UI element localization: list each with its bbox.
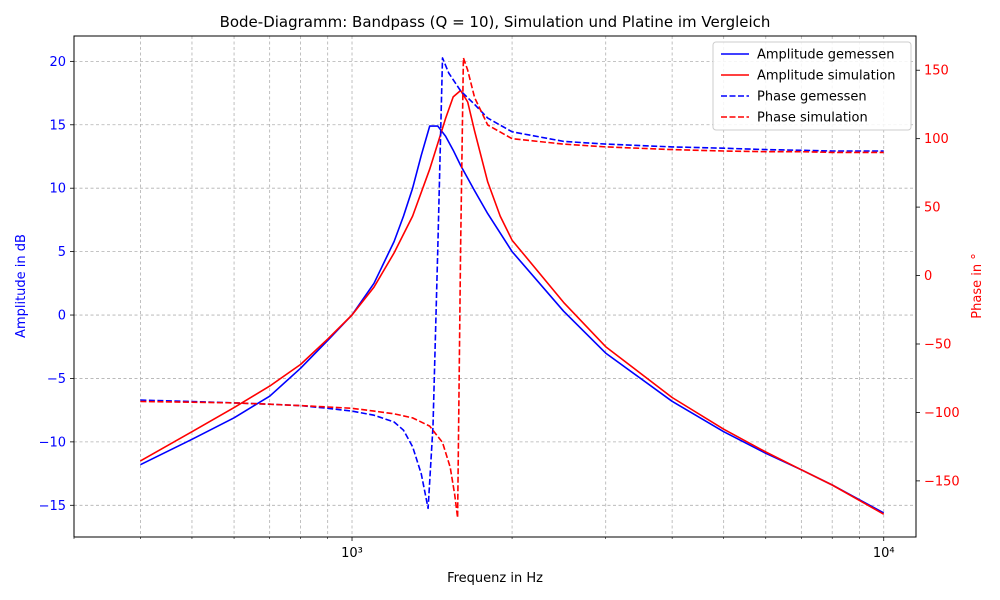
right-y-tick-label: 50 <box>924 201 941 216</box>
right-y-tick-label: 150 <box>924 64 949 79</box>
left-y-tick-label: 20 <box>49 55 66 70</box>
right-y-tick-label: −50 <box>924 337 951 352</box>
legend: Amplitude gemessen Amplitude simulation Ph… <box>712 41 912 131</box>
legend-label: Amplitude simulation <box>757 69 896 84</box>
right-y-tick-label: −100 <box>924 406 960 421</box>
right-y-tick-label: −150 <box>924 474 960 489</box>
plot-frame <box>73 35 917 538</box>
legend-label: Phase simulation <box>757 111 868 126</box>
legend-label: Phase gemessen <box>757 90 867 105</box>
right-y-tick-label: 0 <box>924 269 932 284</box>
series-line-4 <box>140 57 884 519</box>
right-y-tick-label: 100 <box>924 132 949 147</box>
left-y-tick-label: 5 <box>58 245 66 260</box>
series-line-3 <box>140 57 884 510</box>
legend-box <box>712 41 912 131</box>
left-y-tick-label: 15 <box>49 118 66 133</box>
x-tick-label: 10⁴ <box>873 546 895 561</box>
left-y-tick-label: −10 <box>39 435 66 450</box>
left-y-tick-label: −15 <box>39 499 66 514</box>
left-y-tick-label: −5 <box>47 372 66 387</box>
x-tick-label: 10³ <box>341 546 363 561</box>
x-axis-label: Frequenz in Hz <box>447 571 543 586</box>
left-y-tick-label: 10 <box>49 182 66 197</box>
left-y-axis-label: Amplitude in dB <box>14 234 29 338</box>
grid <box>73 36 916 537</box>
series-layer <box>140 57 885 519</box>
ticks: 10³ 10⁴−15−10−505101520−150−100−500501001… <box>39 55 960 561</box>
legend-label: Amplitude gemessen <box>757 48 894 63</box>
left-y-tick-label: 0 <box>58 309 66 324</box>
chart-title: Bode-Diagramm: Bandpass (Q = 10), Simula… <box>220 13 771 31</box>
right-y-axis-label: Phase in ° <box>970 253 985 318</box>
